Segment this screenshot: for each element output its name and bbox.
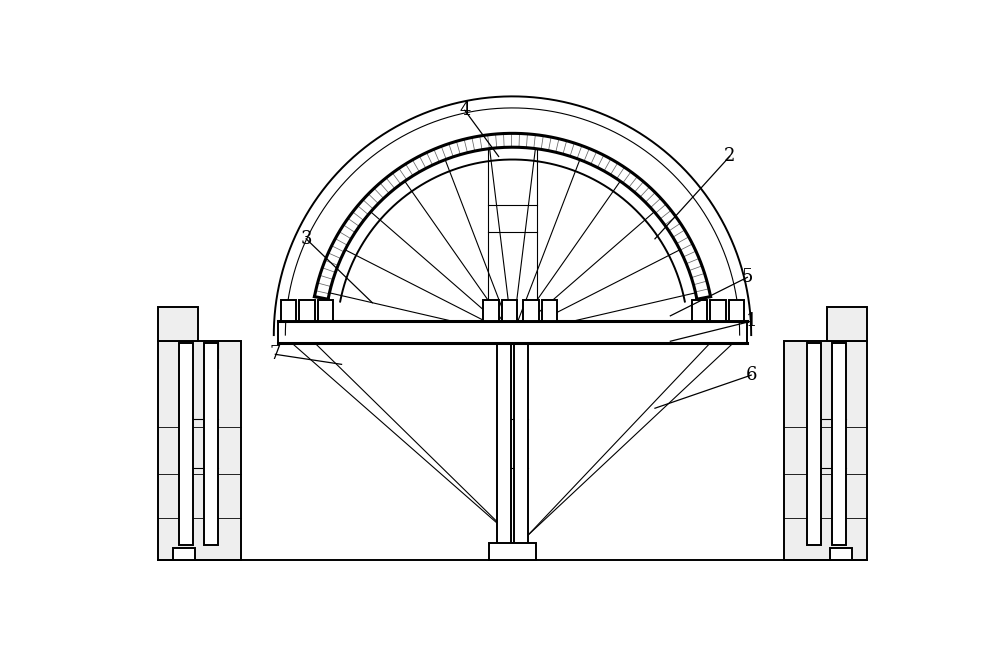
Bar [692,300,707,321]
Bar [179,343,193,545]
Bar [204,343,218,545]
Bar [542,300,557,321]
Bar [827,307,867,341]
Bar [784,341,867,560]
Bar [158,307,198,341]
Text: 2: 2 [724,148,735,166]
Bar [158,341,241,560]
Text: 5: 5 [742,268,753,287]
Bar [710,300,726,321]
Text: 3: 3 [300,230,312,248]
Bar [489,543,536,560]
Bar [483,300,499,321]
Bar [514,343,528,545]
Bar [830,547,852,560]
Bar [832,343,846,545]
Text: 4: 4 [459,101,470,119]
Bar [807,343,821,545]
Bar [502,300,517,321]
Bar [158,341,241,560]
Bar [784,341,867,560]
Text: 6: 6 [745,366,757,384]
Bar [281,300,296,321]
Bar [299,300,315,321]
Bar [318,300,333,321]
Bar [523,300,539,321]
Bar [497,343,511,545]
Bar [173,547,195,560]
Bar [729,300,744,321]
Text: 1: 1 [745,312,757,330]
Text: 7: 7 [270,346,281,363]
